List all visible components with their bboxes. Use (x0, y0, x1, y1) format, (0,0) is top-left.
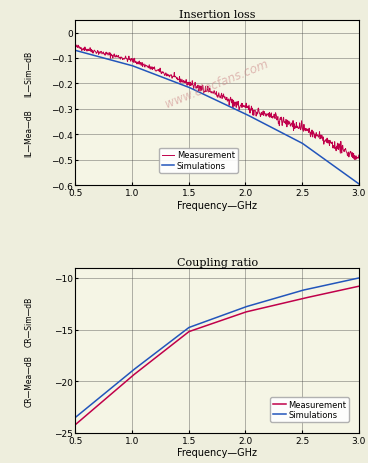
Measurement (357, 153, 361, 158)
Line: Measurement: Measurement (75, 287, 359, 425)
Title: Coupling ratio: Coupling ratio (177, 257, 258, 267)
Line: Simulations: Simulations (75, 278, 359, 418)
Measurement (123, 379, 128, 385)
Text: CR—Sim—dB: CR—Sim—dB (24, 296, 33, 346)
Text: CR—Mea—dB: CR—Mea—dB (24, 354, 33, 406)
Simulations (357, 181, 361, 187)
Text: IL—Sim—dB: IL—Sim—dB (24, 50, 33, 97)
Measurement (263, 112, 267, 117)
Measurement (240, 311, 245, 316)
Measurement (201, 324, 206, 330)
Measurement (353, 157, 357, 163)
Measurement (241, 105, 245, 110)
Line: Simulations: Simulations (75, 51, 359, 184)
Measurement (202, 89, 206, 95)
X-axis label: Frequency—GHz: Frequency—GHz (177, 200, 257, 210)
Simulations (146, 356, 151, 362)
Simulations (73, 49, 78, 54)
Measurement (124, 56, 128, 62)
Simulations (287, 134, 291, 140)
Simulations (201, 319, 206, 325)
Simulations (240, 306, 245, 311)
Simulations (240, 111, 245, 116)
Simulations (287, 292, 291, 297)
Measurement (287, 121, 291, 127)
Simulations (123, 374, 128, 379)
Legend: Measurement, Simulations: Measurement, Simulations (159, 148, 238, 173)
Simulations (123, 62, 128, 68)
Line: Measurement: Measurement (75, 46, 359, 160)
X-axis label: Frequency—GHz: Frequency—GHz (177, 447, 257, 457)
Measurement (262, 305, 267, 311)
Measurement (73, 422, 78, 427)
Measurement (146, 66, 151, 71)
Simulations (357, 275, 361, 281)
Simulations (201, 92, 206, 98)
Measurement (146, 361, 151, 366)
Text: IL—Mea—dB: IL—Mea—dB (24, 109, 33, 157)
Measurement (75, 43, 79, 49)
Title: Insertion loss: Insertion loss (179, 10, 255, 20)
Simulations (73, 415, 78, 420)
Simulations (146, 70, 151, 75)
Legend: Measurement, Simulations: Measurement, Simulations (270, 397, 349, 422)
Measurement (73, 44, 78, 50)
Measurement (287, 300, 291, 305)
Simulations (262, 299, 267, 304)
Measurement (357, 284, 361, 289)
Text: www.elecfans.com: www.elecfans.com (164, 57, 270, 110)
Simulations (262, 122, 267, 127)
